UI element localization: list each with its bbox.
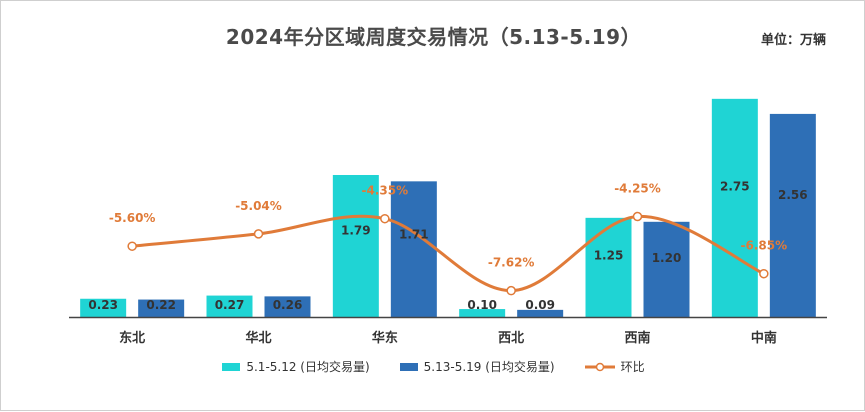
bar-label-s2-1: 0.26 bbox=[273, 298, 303, 312]
legend-item-line: 环比 bbox=[584, 358, 645, 375]
legend-swatch-series1 bbox=[222, 362, 241, 371]
bar-label-s2-5: 2.56 bbox=[778, 188, 808, 202]
x-tick-label-1: 华北 bbox=[245, 330, 271, 346]
x-tick-label-3: 西北 bbox=[498, 331, 524, 346]
legend-item-series1: 5.1-5.12 (日均交易量) bbox=[222, 358, 370, 375]
bar-s2-0 bbox=[138, 299, 185, 317]
unit-label: 单位：万辆 bbox=[760, 33, 826, 48]
ratio-point-4 bbox=[632, 211, 643, 222]
bar-s1-4 bbox=[585, 217, 632, 317]
x-tick-label-2: 华东 bbox=[372, 330, 398, 346]
ratio-label-1: -5.04% bbox=[235, 199, 282, 213]
ratio-point-0 bbox=[127, 241, 137, 251]
x-tick-label-4: 西南 bbox=[624, 330, 650, 346]
bar-s2-5 bbox=[769, 113, 816, 317]
bar-s1-1 bbox=[206, 295, 253, 317]
ratio-label-5: -6.85% bbox=[741, 239, 788, 253]
bar-s1-5 bbox=[711, 98, 758, 317]
ratio-point-3 bbox=[506, 285, 516, 296]
ratio-label-4: -4.25% bbox=[614, 182, 661, 196]
chart-title: 2024年分区域周度交易情况（5.13-5.19） bbox=[225, 25, 642, 49]
bar-s1-3 bbox=[459, 309, 506, 317]
bar-label-s1-4: 1.25 bbox=[594, 248, 624, 262]
bar-label-s2-3: 0.09 bbox=[525, 298, 555, 312]
legend-item-series2: 5.13-5.19 (日均交易量) bbox=[399, 358, 555, 375]
bar-s2-3 bbox=[517, 309, 564, 317]
legend-swatch-series2 bbox=[399, 362, 418, 371]
bar-s1-2 bbox=[332, 174, 379, 317]
ratio-label-3: -7.62% bbox=[488, 256, 535, 270]
bar-label-s1-3: 0.10 bbox=[467, 298, 497, 312]
legend-label-line: 环比 bbox=[620, 360, 645, 374]
ratio-point-2 bbox=[380, 213, 390, 224]
bar-s2-2 bbox=[390, 181, 437, 317]
bar-s2-4 bbox=[643, 221, 690, 317]
x-tick-label-5: 中南 bbox=[751, 330, 777, 346]
bar-label-s1-1: 0.27 bbox=[215, 298, 245, 312]
bar-s1-0 bbox=[80, 298, 127, 317]
bar-label-s2-2: 1.71 bbox=[399, 227, 429, 241]
ratio-label-0: -5.60% bbox=[109, 211, 156, 225]
bar-label-s1-5: 2.75 bbox=[720, 179, 750, 193]
legend-label-series2: 5.13-5.19 (日均交易量) bbox=[423, 360, 555, 374]
bar-s2-1 bbox=[264, 296, 311, 317]
ratio-point-5 bbox=[759, 268, 769, 279]
ratio-point-1 bbox=[253, 229, 264, 239]
ratio-line bbox=[132, 214, 765, 293]
bar-label-s2-4: 1.20 bbox=[652, 251, 682, 265]
legend-swatch-line bbox=[584, 362, 615, 371]
chart-legend: 5.1-5.12 (日均交易量) 5.13-5.19 (日均交易量) 环比 bbox=[1, 358, 865, 375]
bar-label-s1-2: 1.79 bbox=[341, 224, 371, 238]
legend-label-series1: 5.1-5.12 (日均交易量) bbox=[246, 360, 370, 374]
bar-label-s2-0: 0.22 bbox=[146, 298, 176, 312]
x-tick-label-0: 东北 bbox=[119, 330, 145, 346]
ratio-label-2: -4.35% bbox=[362, 184, 409, 198]
bar-label-s1-0: 0.23 bbox=[88, 298, 118, 312]
